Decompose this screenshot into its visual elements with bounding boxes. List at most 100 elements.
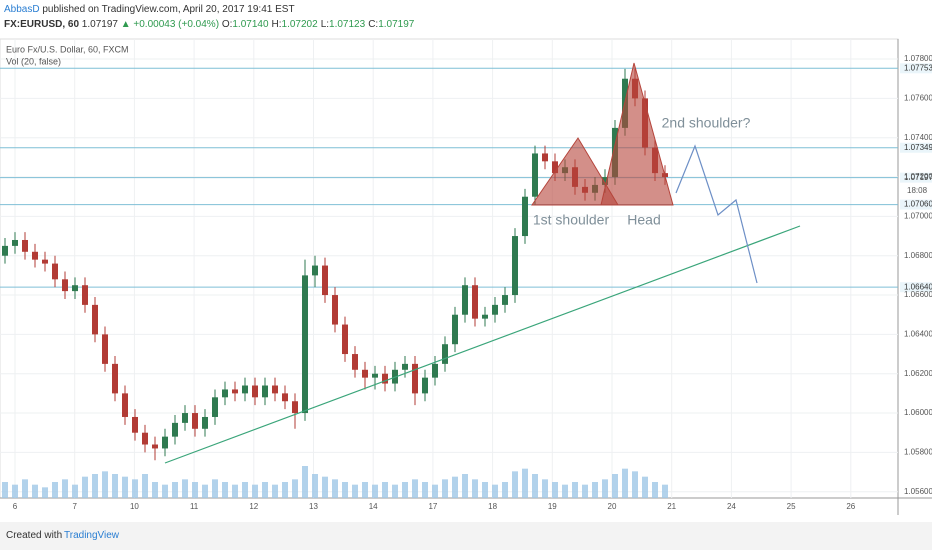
volume-bar (242, 482, 248, 498)
volume-bar (262, 482, 268, 498)
projection-path (675, 144, 758, 284)
change: ▲ +0.00043 (+0.04%) (120, 19, 220, 30)
volume-bar (492, 484, 498, 498)
ohlc-label: L: (320, 19, 330, 30)
volume-bar (232, 484, 238, 498)
candle-body (92, 304, 98, 335)
author[interactable]: AbbasD (4, 4, 40, 15)
candle-body (52, 263, 58, 280)
y-tick-label: 1.06400 (904, 329, 932, 338)
y-tick-label: 1.06200 (904, 369, 932, 378)
candle-body (102, 334, 108, 364)
symbol: FX:EURUSD, 60 (4, 19, 80, 30)
x-tick-label: 6 (13, 502, 18, 511)
volume-bar (422, 482, 428, 498)
candle-body (412, 363, 418, 394)
y-tick-label: 1.07600 (904, 94, 932, 103)
volume-bar (142, 474, 148, 498)
volume-bar (592, 482, 598, 498)
volume-bar (532, 474, 538, 498)
candle-body (462, 285, 468, 315)
y-tick-label: 1.06600 (904, 290, 932, 299)
candle-body (552, 161, 558, 174)
candle-body (222, 389, 228, 398)
volume-bar (602, 479, 608, 498)
volume-bar (612, 474, 618, 498)
candle-body (502, 295, 508, 305)
candle-body (312, 265, 318, 276)
x-tick-label: 7 (72, 502, 77, 511)
candle-body (512, 236, 518, 296)
candle-body (292, 401, 298, 414)
annotation: 2nd shoulder? (662, 115, 751, 131)
volume-bar (412, 479, 418, 498)
volume-bar (12, 484, 18, 498)
candle-body (152, 444, 158, 449)
volume-bar (452, 476, 458, 498)
candle-body (442, 344, 448, 364)
volume-bar (552, 482, 558, 498)
level-label: 1.07349 (904, 143, 932, 152)
candle-body (162, 436, 168, 449)
candle-body (482, 314, 488, 319)
x-tick-label: 14 (369, 502, 378, 511)
candle-body (522, 196, 528, 237)
volume-bar (572, 482, 578, 498)
brand[interactable]: TradingView (64, 530, 120, 541)
x-tick-label: 21 (667, 502, 676, 511)
x-tick-label: 13 (309, 502, 318, 511)
volume-bar (582, 484, 588, 498)
x-tick-label: 26 (846, 502, 855, 511)
volume-bar (342, 482, 348, 498)
level-tag (900, 282, 932, 293)
volume-bar (562, 484, 568, 498)
volume-bar (392, 484, 398, 498)
candle-body (302, 275, 308, 414)
volume-bar (502, 482, 508, 498)
ohlc-value: 1.07140 (232, 19, 269, 30)
candle-body (232, 389, 238, 394)
level-label: 1.07060 (904, 200, 932, 209)
candle-body (432, 363, 438, 378)
level-tag (900, 63, 932, 74)
volume-bar (282, 482, 288, 498)
x-tick-label: 18 (488, 502, 497, 511)
volume-bar (172, 482, 178, 498)
x-tick-label: 20 (608, 502, 617, 511)
ohlc: O:1.07140 H:1.07202 L:1.07123 C:1.07197 (222, 19, 418, 30)
volume-bar (62, 479, 68, 498)
candle-body (62, 279, 68, 292)
volume-bar (82, 476, 88, 498)
y-tick-label: 1.06800 (904, 251, 932, 260)
volume-bar (652, 482, 658, 498)
level-label: 1.06640 (904, 282, 932, 291)
volume-bar (622, 468, 628, 498)
level-tag (900, 142, 932, 153)
volume-bar (542, 479, 548, 498)
candle-body (362, 369, 368, 378)
candle-body (472, 285, 478, 319)
y-tick-label: 1.07200 (904, 172, 932, 181)
volume-bar (152, 482, 158, 498)
candle-body (542, 153, 548, 162)
volume-bar (52, 482, 58, 498)
volume-bar (332, 479, 338, 498)
candle-body (202, 416, 208, 429)
volume-bar (662, 484, 668, 498)
volume-bar (432, 484, 438, 498)
x-tick-label: 24 (727, 502, 736, 511)
level-tag (900, 172, 932, 183)
candle-body (322, 265, 328, 296)
level-label: 1.07197 (904, 173, 932, 182)
level-tag (900, 199, 932, 210)
created-with: Created with (6, 530, 63, 541)
ohlc-label: O: (221, 19, 233, 30)
candle-body (282, 393, 288, 402)
volume-bar (132, 479, 138, 498)
candle-body (242, 385, 248, 394)
volume-bar (122, 476, 128, 498)
trend-line (164, 225, 801, 464)
volume-bar (302, 466, 308, 498)
candle-body (72, 285, 78, 292)
